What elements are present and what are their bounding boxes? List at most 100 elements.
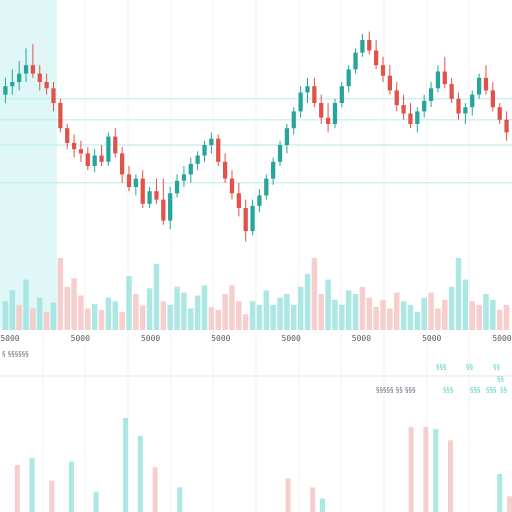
candle-body — [374, 50, 379, 66]
controls-bar: § §§§§§§ §§§§§ §§ §§§ §§§ §§ §§ §§§ §§§ … — [2, 350, 508, 394]
volume-bar — [181, 292, 187, 330]
volume-bar — [126, 276, 132, 330]
volume-bar — [167, 304, 173, 330]
volume-bar — [366, 297, 373, 330]
candle — [387, 65, 392, 95]
candle-body — [44, 82, 49, 89]
candle-body — [422, 100, 427, 112]
pill-top-3[interactable]: §§ — [493, 363, 501, 371]
candle-body — [195, 155, 200, 164]
candle-body — [476, 77, 482, 95]
candle — [298, 86, 303, 118]
candle-body — [339, 86, 344, 103]
candle-body — [442, 71, 447, 85]
pill-top-2[interactable]: §§ — [466, 363, 474, 371]
volume-bar — [133, 294, 139, 330]
extra-pill[interactable]: §§ — [497, 375, 505, 383]
candle-body — [456, 98, 461, 114]
candle-body — [291, 111, 296, 129]
candle-body — [449, 84, 454, 99]
volume-bar — [23, 279, 29, 330]
volume-bar — [112, 301, 119, 330]
x-tick-label: 5000 — [0, 334, 19, 343]
candle-body — [367, 40, 372, 51]
volume-bar — [160, 301, 167, 330]
candle — [243, 199, 248, 242]
candle-body — [3, 86, 8, 95]
candle — [339, 82, 344, 108]
volume-bar — [64, 286, 70, 330]
candle-body — [497, 107, 502, 120]
x-tick-label: 5000 — [352, 334, 371, 343]
volume-bar — [30, 308, 36, 330]
candle — [325, 103, 331, 133]
volume-bar — [78, 295, 84, 330]
candle-body — [181, 174, 187, 181]
candle — [380, 56, 386, 82]
candle — [346, 65, 351, 93]
candle-body — [264, 178, 269, 196]
lower-volume-bar — [68, 461, 74, 512]
volume-bar — [37, 297, 43, 330]
volume-bar — [435, 308, 441, 330]
volume-bar — [442, 299, 448, 330]
pill-top-1[interactable]: §§§ — [436, 363, 447, 371]
volume-bar — [277, 297, 283, 330]
candle — [3, 77, 8, 103]
volume-bar — [483, 294, 489, 330]
candle — [264, 174, 269, 200]
candle-body — [188, 163, 193, 175]
volume-bar — [380, 299, 386, 330]
volume-bar — [229, 285, 235, 330]
volume-bar — [174, 286, 180, 330]
volume-bar — [387, 308, 393, 330]
candle-body — [470, 94, 475, 108]
volume-bar — [469, 301, 475, 330]
volume-bar — [311, 258, 318, 330]
candle-body — [415, 111, 420, 124]
candle — [126, 166, 132, 192]
pill-bottom-1[interactable]: §§§ — [443, 386, 454, 394]
volume-bar — [421, 297, 427, 330]
volume-bar — [16, 304, 22, 330]
candle-body — [387, 75, 392, 91]
x-tick-label: 5000 — [492, 334, 511, 343]
candle — [23, 48, 29, 82]
candle — [476, 73, 482, 99]
volume-bar — [373, 306, 379, 330]
pill-bottom-4[interactable]: §§ — [500, 386, 508, 394]
volume-bar — [263, 290, 270, 330]
candle-body — [483, 77, 489, 91]
volume-bar — [242, 314, 249, 330]
price-levels — [0, 98, 512, 184]
volume-bar — [119, 312, 125, 330]
volume-bar — [400, 301, 407, 330]
candle-body — [120, 153, 125, 175]
candle — [202, 140, 207, 162]
candles — [3, 31, 509, 242]
candle-body — [216, 138, 221, 162]
volume-bar — [222, 294, 228, 330]
volume-bar — [270, 304, 276, 330]
candle-body — [168, 193, 173, 221]
candle — [78, 140, 84, 162]
volume-bar — [448, 286, 455, 330]
pill-bottom-3[interactable]: §§§ — [486, 386, 497, 394]
range-label[interactable]: §§§§§ §§ §§§ — [376, 386, 416, 394]
candle — [58, 98, 63, 133]
pill-bottom-2[interactable]: §§§ — [470, 386, 481, 394]
candle-body — [504, 119, 509, 133]
candle — [113, 128, 118, 158]
candle-body — [236, 193, 241, 208]
volume-bar — [332, 299, 338, 330]
volume-bar — [462, 279, 469, 330]
candle — [174, 174, 180, 198]
volume-bar — [2, 301, 9, 330]
candle — [415, 107, 420, 133]
candle — [332, 98, 338, 129]
candle-body — [271, 161, 276, 179]
volume-bar — [50, 302, 57, 330]
candle — [422, 94, 427, 118]
candle — [291, 107, 296, 135]
